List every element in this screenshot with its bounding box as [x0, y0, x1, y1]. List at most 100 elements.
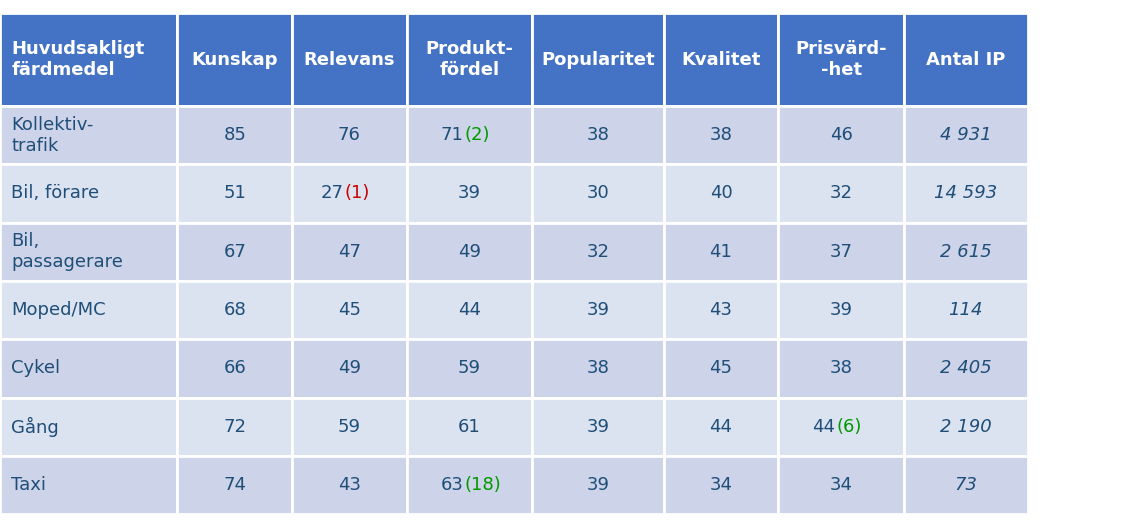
Text: 38: 38	[586, 126, 610, 144]
Bar	[177, 339, 292, 398]
Bar	[532, 398, 664, 456]
Bar	[407, 281, 532, 339]
Text: 59: 59	[458, 359, 481, 377]
Text: 61: 61	[458, 418, 481, 436]
Bar	[532, 223, 664, 281]
Text: 51: 51	[223, 184, 246, 202]
Text: 71: 71	[441, 126, 464, 144]
Bar	[904, 398, 1028, 456]
Text: 76: 76	[338, 126, 360, 144]
Bar	[664, 106, 778, 164]
Bar	[0, 456, 177, 514]
Text: 44: 44	[458, 301, 481, 319]
Bar	[292, 13, 407, 106]
Text: 30: 30	[586, 184, 610, 202]
Bar	[532, 456, 664, 514]
Text: 34: 34	[830, 476, 852, 494]
Bar	[177, 456, 292, 514]
Text: 40: 40	[710, 184, 732, 202]
Bar	[532, 106, 664, 164]
Bar	[904, 339, 1028, 398]
Bar	[292, 456, 407, 514]
Bar	[177, 398, 292, 456]
Text: 39: 39	[586, 301, 610, 319]
Bar	[407, 106, 532, 164]
Bar	[904, 13, 1028, 106]
Text: Kunskap: Kunskap	[191, 51, 279, 68]
Text: 39: 39	[830, 301, 852, 319]
Bar	[0, 164, 177, 223]
Text: (1): (1)	[345, 184, 371, 202]
Text: 32: 32	[830, 184, 852, 202]
Bar	[407, 398, 532, 456]
Text: 44: 44	[813, 418, 836, 436]
Text: Bil, förare: Bil, förare	[11, 184, 99, 202]
Text: 37: 37	[830, 243, 852, 261]
Text: Popularitet: Popularitet	[541, 51, 655, 68]
Bar	[407, 339, 532, 398]
Text: 14 593: 14 593	[934, 184, 997, 202]
Bar	[177, 223, 292, 281]
Text: 38: 38	[710, 126, 732, 144]
Text: Relevans: Relevans	[303, 51, 395, 68]
Text: Taxi: Taxi	[11, 476, 46, 494]
Bar	[778, 13, 904, 106]
Text: 45: 45	[710, 359, 732, 377]
Text: Kvalitet: Kvalitet	[682, 51, 760, 68]
Text: 27: 27	[321, 184, 344, 202]
Text: 38: 38	[830, 359, 852, 377]
Bar	[0, 106, 177, 164]
Text: 59: 59	[338, 418, 360, 436]
Bar	[177, 281, 292, 339]
Text: Antal IP: Antal IP	[926, 51, 1005, 68]
Text: 2 615: 2 615	[940, 243, 992, 261]
Bar	[532, 13, 664, 106]
Text: 63: 63	[441, 476, 464, 494]
Bar	[0, 223, 177, 281]
Text: 38: 38	[586, 359, 610, 377]
Text: Huvudsakligt
färdmedel: Huvudsakligt färdmedel	[11, 40, 145, 79]
Text: 34: 34	[710, 476, 732, 494]
Bar	[664, 223, 778, 281]
Bar	[778, 164, 904, 223]
Bar	[778, 456, 904, 514]
Bar	[664, 164, 778, 223]
Text: 67: 67	[223, 243, 246, 261]
Text: 45: 45	[338, 301, 360, 319]
Text: 43: 43	[338, 476, 360, 494]
Bar	[177, 106, 292, 164]
Text: (18): (18)	[465, 476, 502, 494]
Text: 46: 46	[830, 126, 852, 144]
Text: 2 405: 2 405	[940, 359, 992, 377]
Text: 72: 72	[223, 418, 246, 436]
Bar	[778, 339, 904, 398]
Text: 39: 39	[458, 184, 481, 202]
Bar	[407, 456, 532, 514]
Text: Kollektiv-
trafik: Kollektiv- trafik	[11, 116, 93, 155]
Text: Prisvärd-
-het: Prisvärd- -het	[795, 40, 887, 79]
Text: 44: 44	[710, 418, 732, 436]
Bar	[532, 164, 664, 223]
Bar	[904, 164, 1028, 223]
Text: 68: 68	[223, 301, 246, 319]
Bar	[664, 456, 778, 514]
Bar	[177, 13, 292, 106]
Text: (6): (6)	[837, 418, 862, 436]
Text: 43: 43	[710, 301, 732, 319]
Bar	[664, 281, 778, 339]
Text: 74: 74	[223, 476, 246, 494]
Text: Bil,
passagerare: Bil, passagerare	[11, 232, 124, 271]
Text: 66: 66	[223, 359, 246, 377]
Text: 4 931: 4 931	[940, 126, 992, 144]
Bar	[778, 398, 904, 456]
Bar	[904, 456, 1028, 514]
Bar	[407, 13, 532, 106]
Bar	[778, 106, 904, 164]
Bar	[904, 281, 1028, 339]
Text: 47: 47	[338, 243, 360, 261]
Bar	[532, 281, 664, 339]
Bar	[292, 398, 407, 456]
Bar	[292, 164, 407, 223]
Bar	[0, 398, 177, 456]
Text: Moped/MC: Moped/MC	[11, 301, 106, 319]
